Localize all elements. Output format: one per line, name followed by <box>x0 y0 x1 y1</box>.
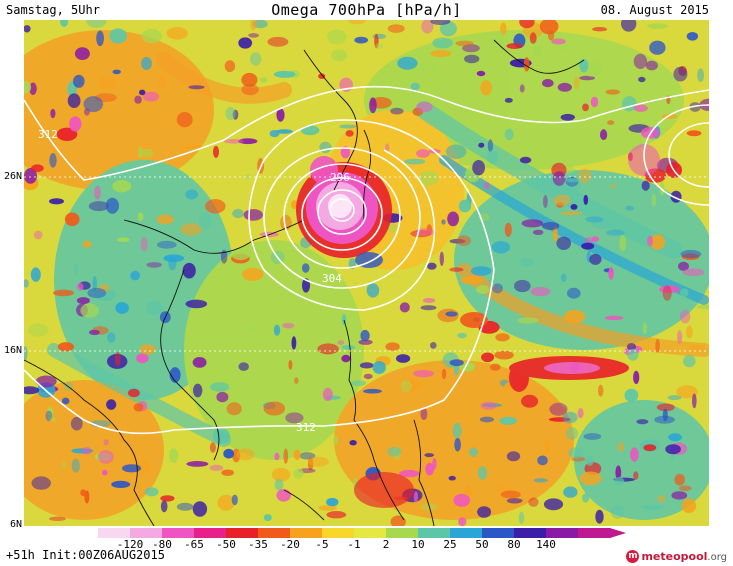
lat-label-26n: 26N <box>3 171 22 182</box>
colorbar-segment <box>194 528 227 538</box>
contour-label-312-nw: 312 <box>38 128 58 141</box>
contours <box>24 85 709 435</box>
colorbar-segment <box>258 528 291 538</box>
forecast-day-label: Samstag, 5Uhr <box>6 3 100 17</box>
logo-suffix: .org <box>707 551 727 563</box>
omega-map: 312 296 304 312 <box>24 20 709 526</box>
lat-label-6n: 6N <box>9 519 22 530</box>
colorbar <box>98 528 626 538</box>
colorbar-tick: -65 <box>184 538 204 551</box>
colorbar-segment <box>578 528 611 538</box>
colorbar-segment <box>386 528 419 538</box>
colorbar-tick: -5 <box>315 538 329 551</box>
colorbar-tick: -80 <box>152 538 172 551</box>
colorbar-tick: 25 <box>443 538 457 551</box>
map-title: Omega 700hPa [hPa/h] <box>271 1 462 19</box>
colorbar-tick: -120 <box>116 538 144 551</box>
colorbar-tick: 80 <box>507 538 521 551</box>
contour-label-312-s: 312 <box>296 421 316 434</box>
lat-label-16n: 16N <box>3 345 22 356</box>
colorbar-segment <box>354 528 387 538</box>
colorbar-tick: 10 <box>411 538 425 551</box>
meteopool-logo[interactable]: m meteopool.org <box>626 548 727 564</box>
convection-band <box>354 144 682 508</box>
colorbar-segment <box>226 528 259 538</box>
colorbar-segment <box>546 528 579 538</box>
colorbar-arrow <box>610 528 626 538</box>
colorbar-tick: 2 <box>382 538 390 551</box>
colorbar-segment <box>482 528 515 538</box>
init-time-label: +51h Init:00Z06AUG2015 <box>6 548 165 562</box>
contour-labels: 312 296 304 312 <box>38 128 350 434</box>
contour-label-296: 296 <box>330 171 350 184</box>
colorbar-tick: -35 <box>248 538 268 551</box>
colorbar-segment <box>418 528 451 538</box>
colorbar-tick: -50 <box>216 538 236 551</box>
colorbar-tick: -20 <box>280 538 300 551</box>
meteopool-logo-icon: m <box>626 549 640 563</box>
colorbar-tick: 140 <box>536 538 556 551</box>
colorbar-segment <box>322 528 355 538</box>
colorbar-tick: 50 <box>475 538 489 551</box>
logo-text: meteopool <box>641 549 708 563</box>
contour-label-304: 304 <box>322 272 342 285</box>
colorbar-segment <box>290 528 323 538</box>
colorbar-segment <box>130 528 163 538</box>
colorbar-segment <box>162 528 195 538</box>
colorbar-tick: -1 <box>347 538 361 551</box>
colorbar-segment <box>450 528 483 538</box>
forecast-date-label: 08. August 2015 <box>600 3 709 17</box>
colorbar-segment <box>98 528 131 538</box>
colorbar-segment <box>514 528 547 538</box>
